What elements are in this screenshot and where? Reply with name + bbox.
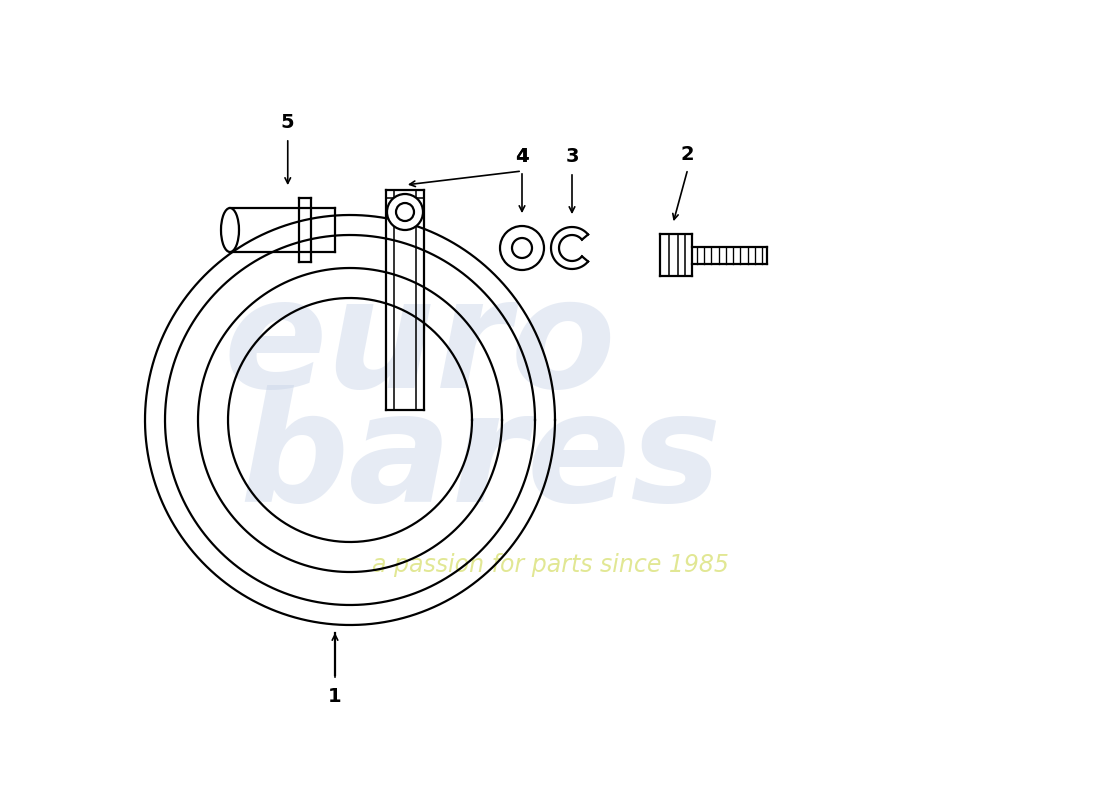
Circle shape: [500, 226, 544, 270]
Text: bares: bares: [239, 386, 722, 534]
Text: 4: 4: [515, 146, 529, 166]
Ellipse shape: [221, 208, 239, 252]
Text: euro: euro: [223, 270, 616, 419]
Text: 4: 4: [515, 146, 529, 166]
Text: 2: 2: [681, 145, 694, 163]
Text: a passion for parts since 1985: a passion for parts since 1985: [372, 553, 728, 577]
Text: 3: 3: [565, 147, 579, 166]
Text: 1: 1: [328, 687, 342, 706]
Circle shape: [387, 194, 424, 230]
Text: 5: 5: [280, 114, 295, 133]
